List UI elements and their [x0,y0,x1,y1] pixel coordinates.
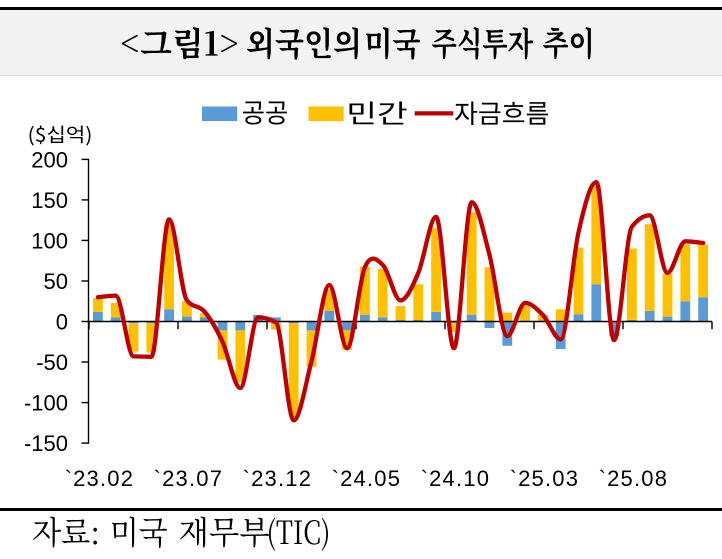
svg-text:`24.05: `24.05 [332,466,402,491]
svg-text:150: 150 [31,188,68,213]
svg-text:-100: -100 [24,391,68,416]
svg-text:`24.10: `24.10 [421,466,491,491]
svg-text:0: 0 [56,310,68,335]
svg-text:`25.03: `25.03 [510,466,580,491]
svg-text:`23.12: `23.12 [243,466,313,491]
svg-text:50: 50 [44,269,68,294]
svg-text:-150: -150 [24,431,68,456]
svg-text:`23.02: `23.02 [65,466,135,491]
svg-text:-50: -50 [36,350,68,375]
svg-text:200: 200 [31,147,68,172]
svg-text:`25.08: `25.08 [599,466,669,491]
svg-text:100: 100 [31,228,68,253]
svg-text:`23.07: `23.07 [154,466,224,491]
